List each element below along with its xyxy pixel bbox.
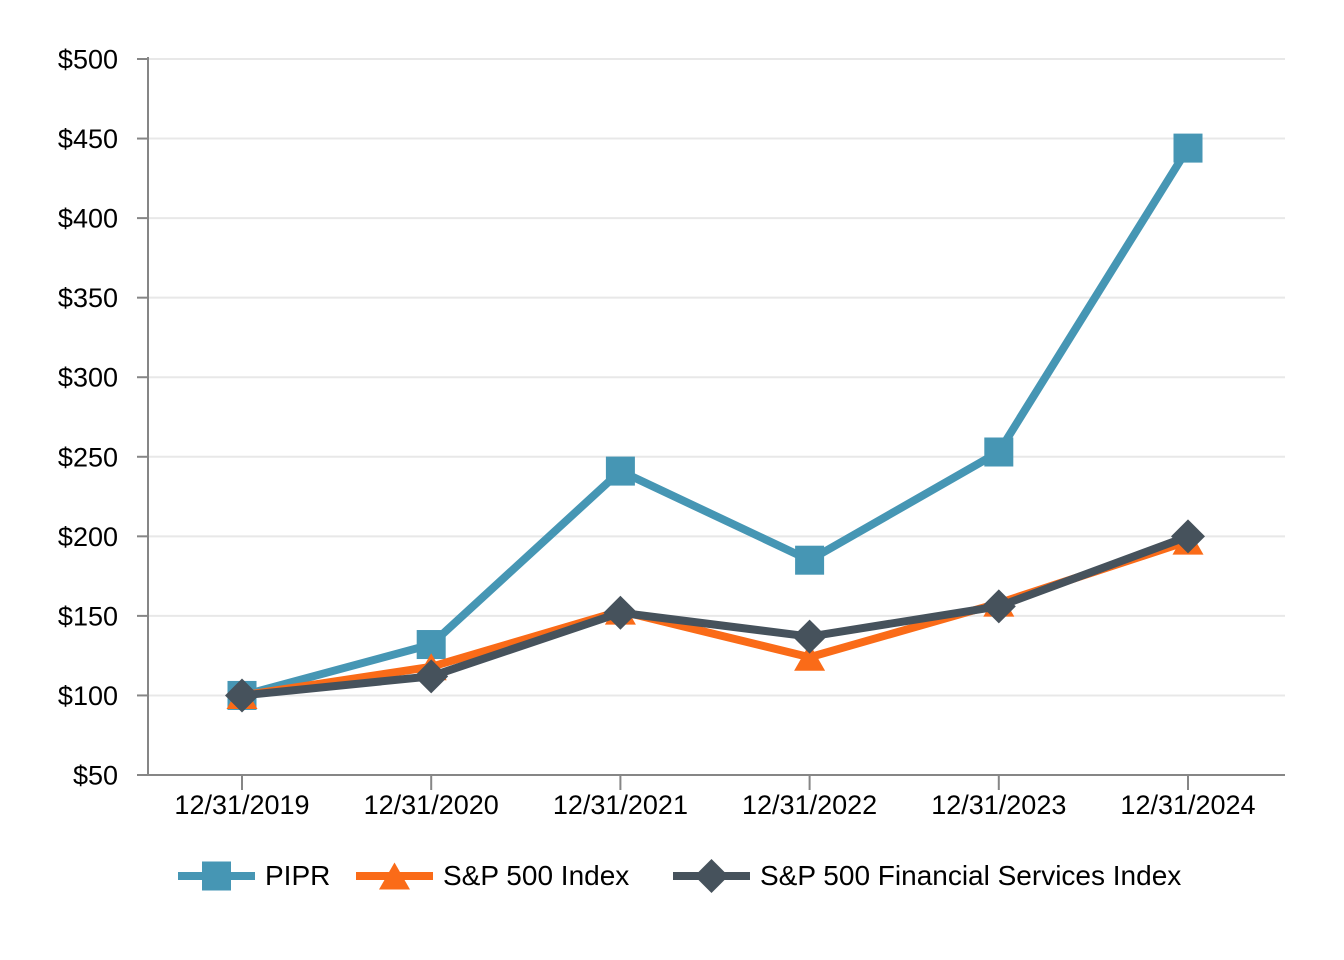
marker-pipr-4 bbox=[984, 437, 1014, 467]
marker-pipr-2 bbox=[605, 456, 635, 486]
y-tick-label-450: $450 bbox=[58, 124, 118, 154]
marker-pipr-5 bbox=[1173, 133, 1203, 163]
x-axis-label-1: 12/31/2020 bbox=[364, 790, 499, 820]
legend-label-sp500-index: S&P 500 Index bbox=[443, 860, 630, 891]
legend-marker-pipr bbox=[202, 861, 231, 891]
marker-s-p-500-index-3 bbox=[794, 643, 826, 671]
marker-s-p-500-financial-services-index-0 bbox=[225, 678, 259, 713]
y-tick-label-400: $400 bbox=[58, 204, 118, 234]
legend-item-sp500-index: S&P 500 Index bbox=[356, 859, 629, 893]
chart-legend: PIPR S&P 500 Index S&P 500 Financial Ser… bbox=[0, 859, 1344, 895]
marker-s-p-500-financial-services-index-2 bbox=[603, 595, 638, 630]
marker-s-p-500-financial-services-index-1 bbox=[414, 659, 449, 694]
y-tick-label-350: $350 bbox=[58, 283, 118, 313]
series-line-s-p-500-index bbox=[241, 537, 1190, 700]
x-axis-label-5: 12/31/2024 bbox=[1120, 790, 1255, 820]
x-axis-label-3: 12/31/2022 bbox=[742, 790, 877, 820]
series-line-s-p-500-financial-services-index bbox=[241, 532, 1190, 700]
legend-label-sp500-financial-services: S&P 500 Financial Services Index bbox=[760, 860, 1182, 891]
y-tick-label-100: $100 bbox=[58, 681, 118, 711]
legend-item-sp500-financial-services: S&P 500 Financial Services Index bbox=[673, 859, 1181, 893]
y-tick-label-300: $300 bbox=[58, 363, 118, 393]
sp500-financial-services-diamond-marker-swatch bbox=[673, 859, 750, 893]
x-axis-label-4: 12/31/2023 bbox=[931, 790, 1066, 820]
sp500-triangle-marker-swatch bbox=[356, 862, 433, 890]
y-tick-label-150: $150 bbox=[58, 601, 118, 631]
legend-marker-s-p-500-index bbox=[379, 862, 410, 890]
y-tick-label-50: $50 bbox=[73, 761, 118, 791]
y-tick-label-200: $200 bbox=[58, 522, 118, 552]
x-axis-label-0: 12/31/2019 bbox=[174, 790, 309, 820]
legend-marker-s-p-500-financial-services-index bbox=[694, 859, 729, 893]
chart-plot-area: $50 $100 $150 $200 $250 $300 $350 $400 $450 $500 1… bbox=[58, 45, 1285, 820]
series-s-p-500-financial-services-index bbox=[225, 519, 1205, 713]
x-axis-label-2: 12/31/2021 bbox=[553, 790, 688, 820]
legend-label-pipr: PIPR bbox=[265, 860, 331, 891]
pipr-square-marker-swatch bbox=[178, 861, 255, 891]
legend-item-pipr: PIPR bbox=[178, 859, 330, 893]
series-line-pipr bbox=[240, 145, 1192, 700]
marker-pipr-3 bbox=[795, 545, 825, 575]
marker-s-p-500-financial-services-index-5 bbox=[1171, 519, 1205, 554]
y-tick-label-500: $500 bbox=[58, 45, 118, 75]
y-tick-label-250: $250 bbox=[58, 442, 118, 472]
marker-s-p-500-financial-services-index-3 bbox=[792, 619, 827, 654]
marker-s-p-500-financial-services-index-4 bbox=[981, 589, 1016, 624]
